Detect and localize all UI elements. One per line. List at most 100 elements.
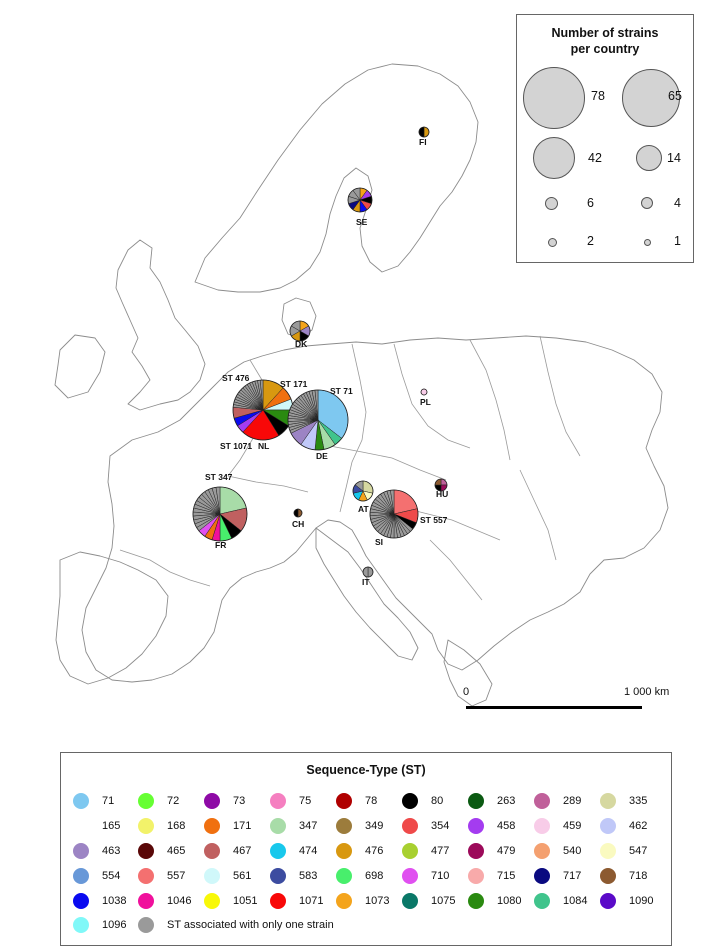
st-color-swatch [600,793,616,809]
st-label: 459 [563,820,582,832]
pie-slice [367,566,374,578]
st-color-swatch [336,893,352,909]
country-label-fr: FR [215,540,226,550]
pie-pl [420,388,428,396]
size-label-2: 2 [587,234,594,248]
st-label: 710 [431,870,450,882]
annotation-fr-st347: ST 347 [205,472,233,482]
st-label: 72 [167,795,180,807]
st-label: 73 [233,795,246,807]
pie-at [352,480,374,502]
annotation-si-st557: ST 557 [420,515,448,525]
st-label: 1084 [563,895,588,907]
pie-slice [418,126,425,138]
pie-outline [369,489,419,539]
st-color-swatch [336,843,352,859]
sequence-type-legend-title: Sequence-Type (ST) [306,763,426,777]
size-circle-4 [641,197,653,209]
st-label: 698 [365,870,384,882]
st-color-swatch [336,818,352,834]
st-color-swatch [270,893,286,909]
scale-end-label: 1 000 km [624,686,670,698]
st-label: 477 [431,845,450,857]
st-label: 583 [299,870,318,882]
st-color-swatch [402,793,418,809]
st-color-swatch [73,818,89,834]
country-label-it: IT [362,577,370,587]
st-color-swatch [73,843,89,859]
size-label-65: 65 [668,89,682,103]
pie-de [287,389,349,451]
st-color-swatch [138,868,154,884]
map-outlines [54,63,669,707]
pie-outline [192,486,248,542]
st-label: ST associated with only one strain [167,919,334,931]
st-color-swatch [336,868,352,884]
st-color-swatch [204,868,220,884]
europe-map: FI SE DK NL DE PL FR CH AT HU SI IT ST 4… [54,63,669,707]
st-label: 171 [233,820,252,832]
annotation-de-st71: ST 71 [330,386,353,396]
country-label-at: AT [358,504,370,514]
size-circle-2 [548,238,557,247]
st-label: 463 [102,845,121,857]
st-color-swatch [73,868,89,884]
st-label: 263 [497,795,516,807]
st-label: 715 [497,870,516,882]
st-color-swatch [204,793,220,809]
st-label: 78 [365,795,378,807]
st-label: 80 [431,795,444,807]
st-color-swatch [270,793,286,809]
pie-outline [287,389,349,451]
country-label-hu: HU [436,489,448,499]
pie-outline [434,478,448,492]
st-label: 479 [497,845,516,857]
st-color-swatch [600,868,616,884]
st-color-swatch [468,893,484,909]
st-color-swatch [336,793,352,809]
st-color-swatch [534,843,550,859]
st-color-swatch [73,793,89,809]
size-label-4: 4 [674,196,681,210]
st-label: 354 [431,820,450,832]
strain-count-legend: Number of strains per country 78 65 42 1… [516,14,694,263]
st-label: 1096 [102,919,127,931]
pie-charts-layer [192,126,448,578]
size-circle-14 [636,145,662,171]
st-color-swatch [468,793,484,809]
st-label: 561 [233,870,252,882]
country-label-nl: NL [258,441,269,451]
size-circle-1 [644,239,651,246]
pie-slice [293,508,299,518]
st-color-swatch [138,793,154,809]
st-color-swatch [402,868,418,884]
st-color-swatch [138,893,154,909]
sequence-type-legend: Sequence-Type (ST) 71 72 73 75 78 80 263 289 335… [60,752,672,946]
pie-se [347,187,373,213]
st-label: 165 [102,820,121,832]
annotation-nl-st171: ST 171 [280,379,308,389]
size-label-14: 14 [667,151,681,165]
st-color-swatch [402,843,418,859]
pie-slice [297,508,303,518]
st-label: 1073 [365,895,390,907]
st-color-swatch [270,818,286,834]
legend-title-line2: per country [570,42,640,56]
st-color-swatch [204,818,220,834]
st-color-swatch [138,843,154,859]
st-color-swatch [270,843,286,859]
st-label: 458 [497,820,516,832]
st-label: 1080 [497,895,522,907]
st-label: 717 [563,870,582,882]
st-color-swatch [138,818,154,834]
country-label-se: SE [356,217,368,227]
scale-bar [466,706,642,709]
pie-outline [418,126,430,138]
st-label: 335 [629,795,648,807]
st-label: 71 [102,795,115,807]
st-color-swatch [534,893,550,909]
pie-outline [352,480,374,502]
st-label: 476 [365,845,384,857]
st-label: 75 [299,795,312,807]
country-label-si: SI [375,537,383,547]
